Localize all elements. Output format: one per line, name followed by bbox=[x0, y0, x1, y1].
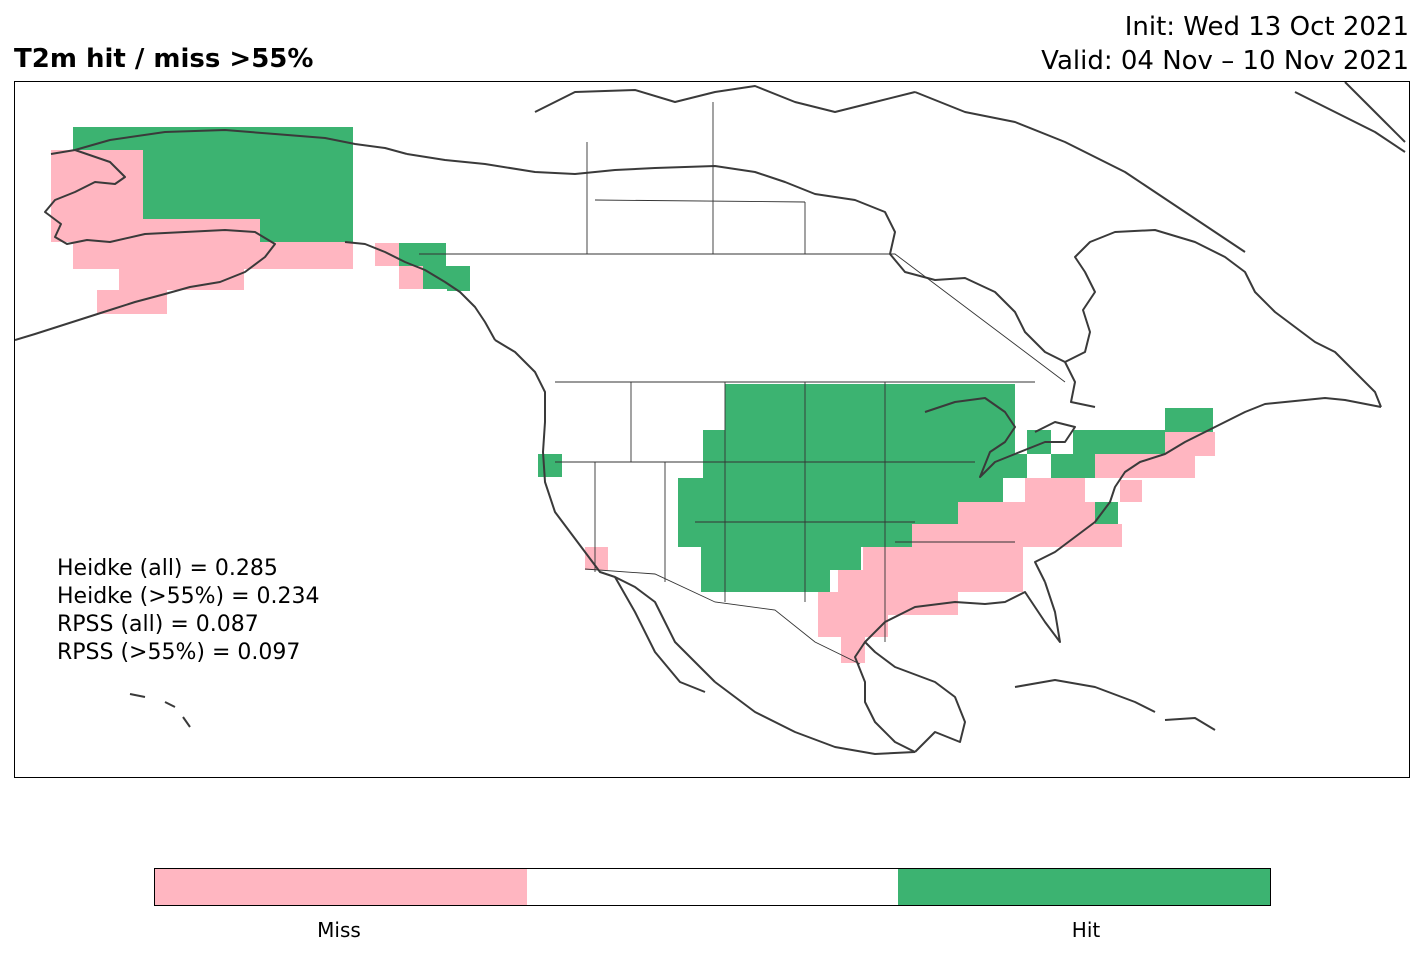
hit-cell bbox=[447, 266, 470, 291]
coast-alaska bbox=[15, 149, 276, 341]
hit-cell bbox=[703, 430, 1015, 454]
coast-mexico-pacific bbox=[714, 681, 916, 755]
map-title: T2m hit / miss >55% bbox=[14, 44, 314, 74]
colorbar-none bbox=[526, 869, 899, 905]
heidke-all: Heidke (all) = 0.285 bbox=[57, 556, 278, 581]
miss-cell bbox=[958, 502, 1118, 524]
colorbar-hit bbox=[898, 869, 1271, 905]
coast-canada-arctic bbox=[406, 153, 1096, 408]
miss-cell bbox=[1135, 454, 1195, 478]
miss-cell bbox=[1120, 480, 1142, 502]
miss-cell bbox=[119, 269, 244, 290]
border-state-5 bbox=[695, 521, 1015, 543]
hit-cell bbox=[423, 266, 447, 289]
miss-cell bbox=[841, 637, 865, 663]
hit-cell bbox=[725, 384, 1015, 406]
coast-alaska-north bbox=[74, 129, 408, 155]
hit-cell bbox=[783, 406, 1015, 430]
coast-hispaniola bbox=[1164, 717, 1216, 731]
colorbar bbox=[154, 868, 1271, 906]
hit-cell bbox=[399, 243, 446, 266]
miss-cell bbox=[1095, 454, 1135, 478]
miss-cell bbox=[912, 524, 1122, 547]
miss-cell bbox=[818, 592, 958, 615]
hit-cell bbox=[1095, 502, 1118, 524]
coast-arctic-islands-1 bbox=[534, 85, 916, 113]
hit-cell bbox=[538, 454, 562, 477]
hit-cell bbox=[260, 219, 353, 242]
coast-hawaii bbox=[129, 693, 191, 728]
coast-greenland bbox=[1344, 82, 1406, 143]
political-borders bbox=[419, 102, 1066, 665]
miss-cell bbox=[51, 219, 261, 242]
rpss-all: RPSS (all) = 0.087 bbox=[57, 612, 259, 637]
hit-cell bbox=[1165, 408, 1213, 432]
miss-cell bbox=[51, 150, 143, 173]
border-state-3 bbox=[630, 382, 886, 642]
miss-cell bbox=[863, 547, 1023, 570]
coast-arctic-islands-2 bbox=[914, 91, 1246, 253]
miss-cell bbox=[375, 243, 399, 266]
hit-cell bbox=[703, 454, 1027, 478]
hit-cell bbox=[701, 547, 861, 570]
border-canada-us bbox=[419, 253, 1066, 383]
miss-cell bbox=[73, 242, 353, 269]
hit-cell bbox=[701, 570, 791, 592]
miss-cell bbox=[1025, 478, 1085, 502]
colorbar-label-miss: Miss bbox=[317, 918, 361, 942]
map-panel bbox=[14, 81, 1410, 778]
miss-cell bbox=[1165, 432, 1215, 456]
coast-great-lakes bbox=[924, 397, 1076, 478]
border-us-mexico bbox=[584, 568, 861, 665]
miss-cell bbox=[838, 570, 1023, 592]
hit-cell bbox=[73, 127, 353, 150]
heidke-55: Heidke (>55%) = 0.234 bbox=[57, 584, 320, 609]
hit-cell bbox=[1073, 430, 1183, 454]
score-stats: Heidke (all) = 0.285 Heidke (>55%) = 0.2… bbox=[57, 555, 320, 667]
hit-cell bbox=[725, 406, 783, 430]
init-date: Init: Wed 13 Oct 2021 bbox=[1124, 12, 1409, 42]
valid-date: Valid: 04 Nov – 10 Nov 2021 bbox=[1041, 46, 1409, 76]
hit-cell bbox=[770, 570, 830, 592]
hit-cell bbox=[143, 150, 353, 220]
border-state-4 bbox=[594, 462, 666, 582]
border-provinces bbox=[586, 102, 806, 254]
coastlines bbox=[15, 82, 1406, 755]
miss-cell bbox=[399, 266, 423, 289]
miss-cell bbox=[818, 615, 888, 637]
date-info: Init: Wed 13 Oct 2021 Valid: 04 Nov – 10… bbox=[1041, 10, 1409, 78]
coast-gulf-north bbox=[864, 581, 1061, 643]
hit-cell bbox=[678, 502, 978, 524]
forecast-cells bbox=[51, 127, 1215, 663]
coast-gulf bbox=[854, 641, 966, 753]
coast-pacific bbox=[494, 339, 716, 683]
coast-hudson-east bbox=[1064, 229, 1382, 408]
map-svg bbox=[15, 82, 1406, 755]
coast-panhandle bbox=[344, 241, 496, 341]
coast-cuba bbox=[1014, 679, 1156, 713]
coast-baffin bbox=[1294, 91, 1406, 153]
hit-cell bbox=[678, 478, 1003, 502]
coast-atlantic bbox=[1034, 397, 1382, 583]
colorbar-miss bbox=[155, 869, 527, 905]
miss-cell bbox=[585, 547, 608, 570]
rpss-55: RPSS (>55%) = 0.097 bbox=[57, 640, 301, 665]
colorbar-label-hit: Hit bbox=[1071, 918, 1101, 942]
hit-cell bbox=[678, 524, 958, 547]
coast-baja bbox=[614, 576, 706, 693]
